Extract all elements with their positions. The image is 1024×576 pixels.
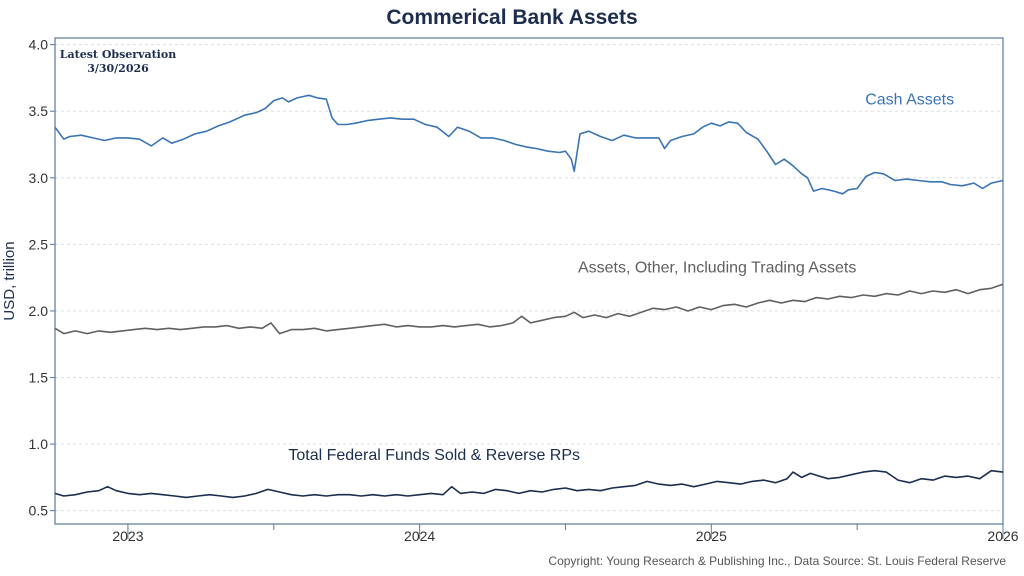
latest-observation-heading: Latest Observation — [60, 48, 176, 61]
y-tick-label: 2.5 — [29, 236, 49, 252]
series-label: Total Federal Funds Sold & Reverse RPs — [288, 447, 580, 464]
plot-frame — [54, 37, 1004, 525]
y-tick-label: 4.0 — [29, 37, 49, 53]
copyright-note: Copyright: Young Research & Publishing I… — [548, 554, 1006, 568]
y-tick-label: 1.5 — [29, 370, 49, 386]
y-tick-label: 1.0 — [29, 436, 49, 452]
y-tick-label: 3.0 — [29, 170, 49, 186]
series-line — [54, 283, 1004, 335]
chart-title: Commerical Bank Assets — [386, 6, 638, 29]
x-tick-label: 2026 — [987, 528, 1018, 544]
data-series — [54, 94, 1004, 499]
series-label: Assets, Other, Including Trading Assets — [578, 259, 856, 276]
latest-observation-date: 3/30/2026 — [87, 62, 149, 75]
x-tick-label: 2025 — [696, 528, 727, 544]
x-tick-label: 2024 — [404, 528, 435, 544]
x-axis-ticks: 2023 2024 2025 2026 — [112, 524, 1019, 544]
y-tick-label: 2.0 — [29, 303, 49, 319]
series-labels: Cash Assets Assets, Other, Including Trad… — [288, 92, 954, 465]
y-tick-label: 3.5 — [29, 103, 49, 119]
y-gridlines — [55, 44, 1003, 512]
x-tick-label: 2023 — [112, 528, 143, 544]
y-axis-ticks: 0.5 1.0 1.5 2.0 2.5 3.0 3.5 4.0 — [29, 37, 55, 519]
y-axis-label: USD, trillion — [1, 241, 18, 320]
series-line — [54, 94, 1004, 195]
series-line — [54, 469, 1004, 499]
y-tick-label: 0.5 — [29, 503, 49, 519]
series-label: Cash Assets — [865, 92, 954, 109]
